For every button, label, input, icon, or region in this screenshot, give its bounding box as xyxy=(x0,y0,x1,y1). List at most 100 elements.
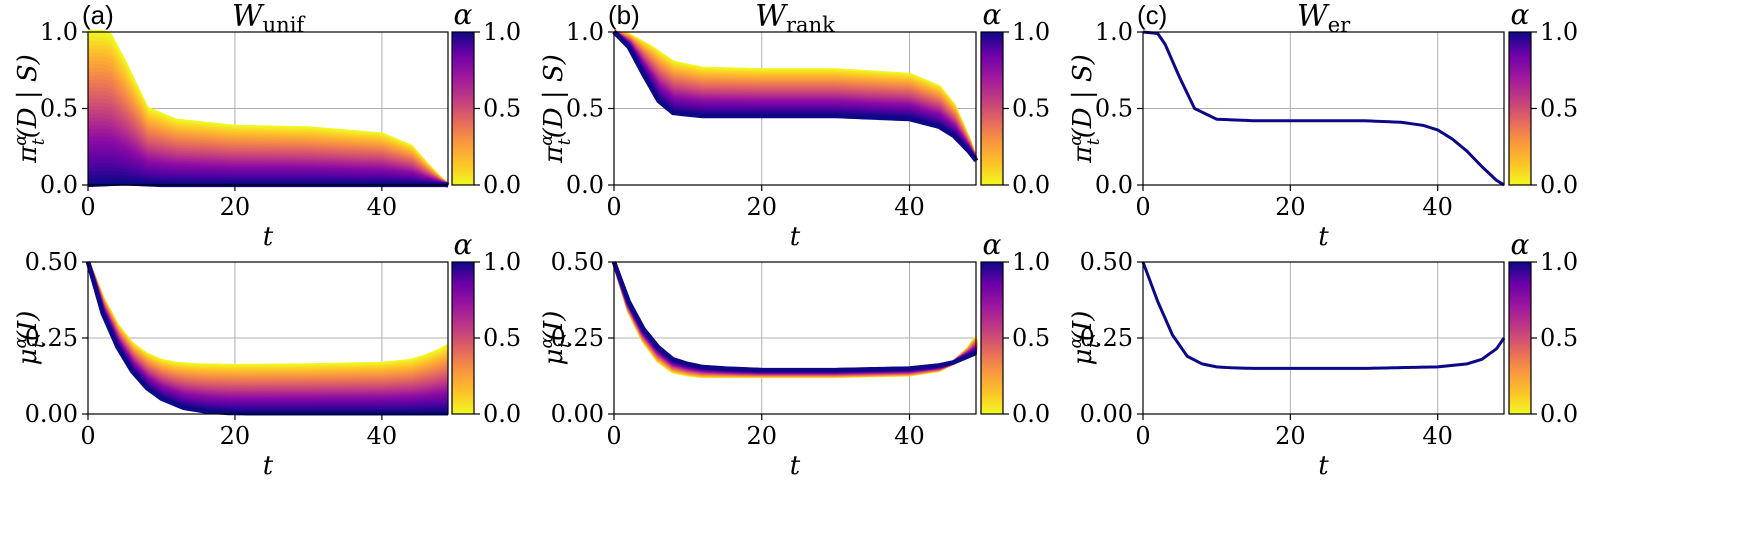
x-tick-label: 0 xyxy=(1135,193,1150,221)
colorbar-tick-label: 0.5 xyxy=(1540,95,1578,123)
y-tick-label: 0.50 xyxy=(25,248,78,276)
series-line-alpha-1.000 xyxy=(612,261,977,373)
y-label-argument: (I) xyxy=(13,311,43,342)
y-label-subscript: t xyxy=(555,138,575,145)
colorbar-tick-label: 1.0 xyxy=(483,18,521,46)
y-label-argument: (D | S) xyxy=(539,54,569,138)
x-axis-label: t xyxy=(1318,222,1329,252)
y-label-symbol: μ xyxy=(1068,348,1098,365)
y-label-superscript: α xyxy=(11,134,31,146)
x-axis-label: t xyxy=(1318,451,1329,481)
x-tick-label: 40 xyxy=(367,193,398,221)
colorbar-title: α xyxy=(1511,0,1530,31)
y-tick-label: 0.5 xyxy=(40,95,78,123)
y-label-symbol: π xyxy=(13,145,43,164)
colorbar-tick-label: 1.0 xyxy=(1540,248,1578,276)
y-axis-label: παt(D | S) xyxy=(11,54,49,164)
colorbar-tick-label: 0.0 xyxy=(1540,171,1578,199)
colorbar xyxy=(452,262,474,414)
x-tick-label: 40 xyxy=(1422,422,1453,450)
x-tick-label: 0 xyxy=(606,422,621,450)
y-tick-label: 0.50 xyxy=(1080,248,1133,276)
colorbar-title: α xyxy=(1511,228,1530,261)
colorbar-title: α xyxy=(454,228,473,261)
colorbar-tick-label: 1.0 xyxy=(483,248,521,276)
x-tick-label: 20 xyxy=(746,422,777,450)
y-label-superscript: α xyxy=(1066,336,1086,348)
panel-title: Wrank xyxy=(755,0,835,37)
y-tick-label: 1.0 xyxy=(1095,18,1133,46)
colorbar-tick-label: 0.0 xyxy=(1540,400,1578,428)
y-axis-label: παt(D | S) xyxy=(537,54,575,164)
y-axis-label: παt(D | S) xyxy=(1066,54,1104,164)
y-tick-label: 0.50 xyxy=(551,248,604,276)
panel-title-subscript: unif xyxy=(263,13,307,37)
colorbar-tick-label: 1.0 xyxy=(1012,18,1050,46)
colorbar-tick-label: 0.0 xyxy=(483,400,521,428)
y-tick-label: 0.5 xyxy=(566,95,604,123)
x-axis-label: t xyxy=(790,451,801,481)
panel-title-main: W xyxy=(755,0,788,34)
x-tick-label: 40 xyxy=(1422,193,1453,221)
y-label-symbol: μ xyxy=(13,348,43,365)
y-label-subscript: t xyxy=(1084,138,1104,145)
y-axis-label: μαt(I) xyxy=(11,311,49,366)
panel-title-main: W xyxy=(1297,0,1330,34)
colorbar xyxy=(981,262,1003,414)
panel-title: Wer xyxy=(1297,0,1351,37)
x-tick-label: 0 xyxy=(1135,422,1150,450)
panel-tag: (a) xyxy=(82,0,114,30)
y-tick-label: 0.0 xyxy=(1095,171,1133,199)
series-line-alpha-1.000 xyxy=(612,30,978,162)
y-tick-label: 1.0 xyxy=(566,18,604,46)
x-axis-label: t xyxy=(263,451,274,481)
colorbar xyxy=(452,32,474,185)
y-label-symbol: μ xyxy=(539,348,569,365)
colorbar-tick-label: 0.5 xyxy=(1012,95,1050,123)
y-label-superscript: α xyxy=(11,336,31,348)
colorbar-tick-label: 0.5 xyxy=(483,95,521,123)
x-tick-label: 20 xyxy=(1275,422,1306,450)
x-tick-label: 20 xyxy=(220,193,251,221)
y-label-subscript: t xyxy=(29,341,49,348)
colorbar-tick-label: 0.0 xyxy=(1012,171,1050,199)
x-tick-label: 20 xyxy=(1275,193,1306,221)
y-tick-label: 0.0 xyxy=(40,171,78,199)
panel-tag: (b) xyxy=(608,0,640,30)
y-label-superscript: α xyxy=(537,336,557,348)
x-tick-label: 0 xyxy=(80,422,95,450)
x-tick-label: 0 xyxy=(80,193,95,221)
y-label-subscript: t xyxy=(1084,341,1104,348)
colorbar-tick-label: 0.5 xyxy=(1012,324,1050,352)
y-label-argument: (D | S) xyxy=(1068,54,1098,138)
y-axis-label: μαt(I) xyxy=(537,311,575,366)
x-tick-label: 20 xyxy=(746,193,777,221)
y-label-argument: (D | S) xyxy=(13,54,43,138)
y-label-superscript: α xyxy=(537,134,557,146)
panel-tag: (c) xyxy=(1137,0,1167,30)
colorbar-title: α xyxy=(454,0,473,31)
y-tick-label: 0.25 xyxy=(25,324,78,352)
colorbar-tick-label: 0.0 xyxy=(483,171,521,199)
colorbar xyxy=(981,32,1003,185)
x-tick-label: 20 xyxy=(220,422,251,450)
y-label-symbol: π xyxy=(539,145,569,164)
panel-title-main: W xyxy=(232,0,265,34)
colorbar xyxy=(1509,262,1531,414)
x-tick-label: 0 xyxy=(606,193,621,221)
y-tick-label: 0.00 xyxy=(25,400,78,428)
x-tick-label: 40 xyxy=(367,422,398,450)
panel-title-subscript: rank xyxy=(786,13,835,37)
y-label-superscript: α xyxy=(1066,134,1086,146)
y-axis-label: μαt(I) xyxy=(1066,311,1104,366)
y-tick-label: 0.5 xyxy=(1095,95,1133,123)
x-tick-label: 40 xyxy=(894,422,925,450)
series-line-alpha-1 xyxy=(1142,30,1505,187)
colorbar-tick-label: 0.5 xyxy=(1540,324,1578,352)
y-tick-label: 0.00 xyxy=(551,400,604,428)
